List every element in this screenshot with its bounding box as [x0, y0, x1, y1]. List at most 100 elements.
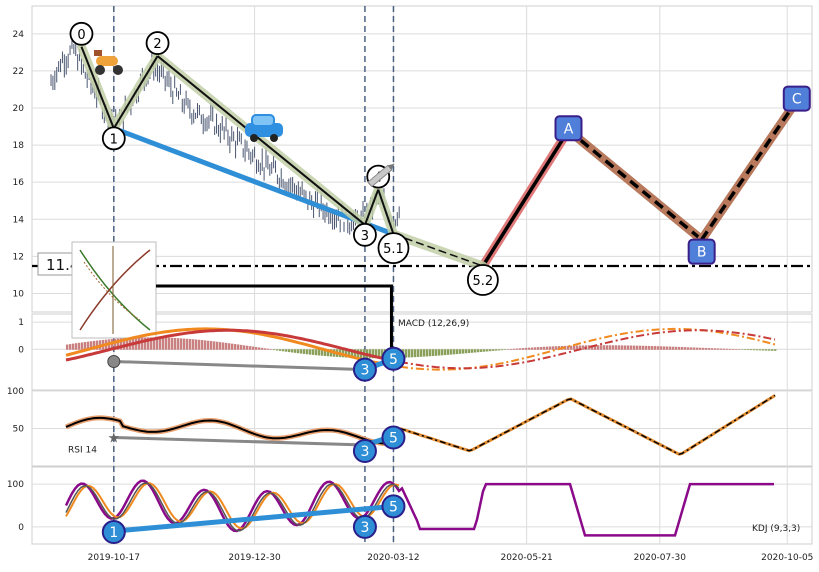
macd-bar	[180, 338, 183, 350]
rsi-y-tick-label: 50	[13, 425, 25, 435]
rsi-marker-3	[352, 439, 377, 463]
macd-bar	[768, 349, 771, 351]
macd-bar	[93, 340, 96, 350]
wave-line	[393, 233, 484, 267]
macd-bar	[369, 349, 372, 359]
kdj-marker-5-label: 5	[389, 499, 398, 515]
macd-bar	[651, 346, 654, 350]
macd-bar	[378, 349, 381, 359]
macd-bar	[642, 345, 645, 350]
scooter-body	[96, 56, 118, 66]
connector-line	[156, 284, 393, 365]
wave-point-label: 0	[77, 28, 85, 43]
projection-line	[481, 129, 570, 267]
macd-bar	[441, 349, 444, 356]
macd-bar	[195, 339, 198, 350]
rsi-marker-3-label: 3	[360, 444, 369, 460]
macd-bar	[702, 347, 705, 350]
macd-bar	[648, 345, 651, 350]
macd-bar	[735, 349, 738, 350]
macd-bar	[573, 345, 576, 350]
rsi-projection	[399, 394, 776, 455]
macd-bar	[744, 349, 747, 350]
macd-bar	[582, 345, 585, 350]
macd-bar	[696, 347, 699, 350]
macd-bar	[747, 349, 750, 351]
macd-bar	[555, 346, 558, 350]
macd-bar	[750, 349, 753, 351]
grid-layer	[31, 5, 813, 545]
axis-layer: 2019-10-17 2019-12-30 2020-03-12 2020-05-21…	[7, 30, 814, 563]
macd-bar	[210, 341, 213, 350]
macd-bar	[762, 349, 765, 351]
macd-bar	[684, 347, 687, 350]
macd-bar	[312, 349, 315, 355]
macd-bar	[759, 349, 762, 351]
macd-bar	[159, 337, 162, 350]
wave-point-5.2	[466, 264, 499, 296]
x-tick-label: 2020-07-30	[634, 553, 687, 563]
macd-divergence-start	[107, 355, 121, 368]
macd-bar	[576, 345, 579, 350]
macd-bar	[468, 349, 471, 354]
macd-bar	[477, 349, 480, 353]
macd-bar	[414, 349, 417, 358]
macd-bar	[81, 342, 84, 350]
macd-bar	[249, 346, 252, 350]
macd-bar	[168, 337, 171, 350]
macd-bar	[258, 347, 261, 350]
macd-bar	[717, 348, 720, 350]
wave-point-0	[69, 21, 94, 46]
rsi-divergence-star: ★	[108, 431, 121, 447]
macd-bar	[537, 347, 540, 350]
macd-bar	[741, 349, 744, 350]
scooter-wheel	[113, 65, 123, 75]
macd-bar	[66, 344, 69, 350]
macd-bar	[678, 346, 681, 350]
macd-bar	[732, 348, 735, 350]
macd-y-tick-label: 1	[18, 318, 24, 328]
macd-bar	[114, 338, 117, 350]
kdj-marker-3	[352, 514, 377, 539]
wave-line	[363, 189, 380, 226]
macd-bar	[453, 349, 456, 355]
rsi-y-tick-label: 100	[7, 387, 24, 397]
pencil-tip	[387, 163, 395, 170]
macd-bar	[186, 338, 189, 350]
macd-bar	[687, 347, 690, 350]
wave-point-2	[145, 31, 170, 55]
x-tick-label: 2019-10-17	[88, 553, 140, 563]
macd-bar	[318, 349, 321, 356]
thumbnail-curve	[79, 249, 151, 331]
macd-bar	[306, 349, 309, 355]
macd-bar	[633, 345, 636, 350]
macd-bar	[771, 349, 774, 351]
macd-bar	[150, 337, 153, 350]
macd-bar	[492, 349, 495, 351]
macd-bar	[207, 340, 210, 350]
projection-marker-label: A	[564, 121, 574, 137]
macd-bar	[189, 338, 192, 350]
macd-bar	[162, 337, 165, 350]
wave-point-5.1	[377, 232, 410, 265]
macd-bar	[486, 349, 489, 352]
macd-bar	[510, 348, 513, 350]
car-icon	[245, 114, 283, 142]
macd-bar	[615, 345, 618, 350]
macd-marker-3-label: 3	[360, 363, 369, 379]
macd-bar	[666, 346, 669, 350]
macd-bar	[645, 345, 648, 350]
rsi-marker-5-label: 5	[389, 431, 398, 447]
kdj-label: KDJ (9,3,3)	[752, 524, 800, 534]
macd-bar	[480, 349, 483, 352]
macd-bar	[420, 349, 423, 357]
price-y-tick-label: 20	[13, 104, 25, 114]
macd-bar	[570, 345, 573, 350]
macd-bar	[672, 346, 675, 350]
macd-bar	[489, 349, 492, 352]
macd-bar	[279, 349, 282, 351]
macd-bar	[444, 349, 447, 356]
macd-bar	[459, 349, 462, 354]
macd-bar	[273, 349, 276, 351]
